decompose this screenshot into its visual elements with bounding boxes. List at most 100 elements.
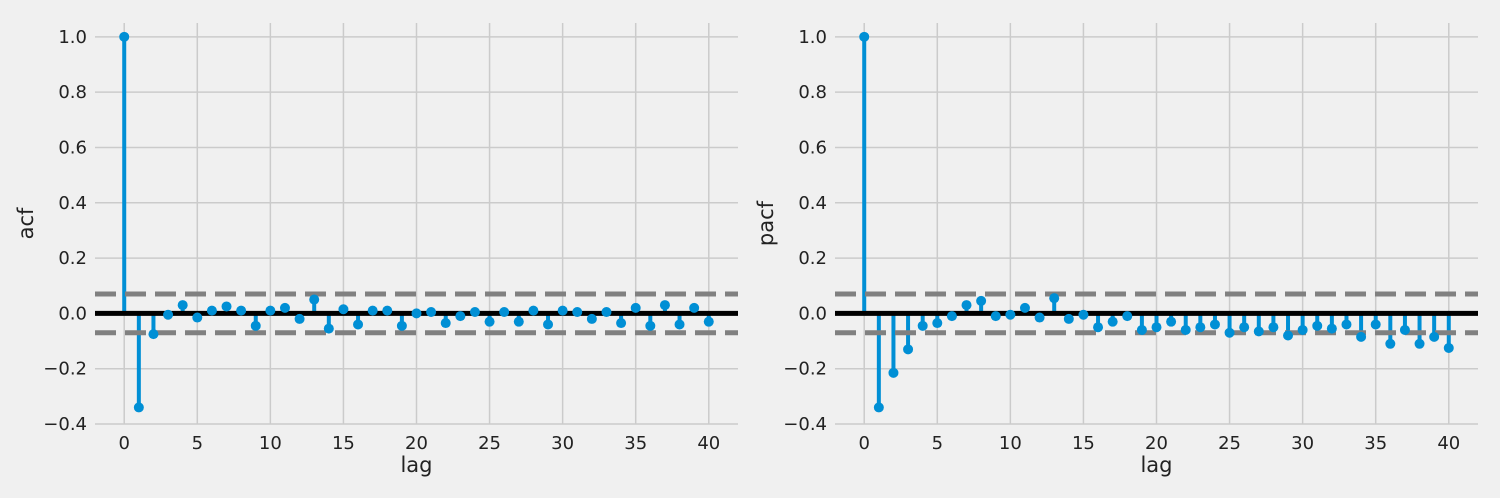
- data-point: [426, 306, 437, 317]
- data-point: [1297, 324, 1308, 335]
- data-point: [859, 31, 870, 42]
- y-tick-label: 1.0: [798, 27, 827, 48]
- data-point: [1005, 309, 1016, 320]
- x-tick-label: 40: [697, 433, 720, 454]
- y-tick-label: 0.2: [58, 248, 87, 269]
- data-point: [440, 318, 451, 329]
- data-point: [917, 320, 928, 331]
- data-point: [1180, 324, 1191, 335]
- data-point: [543, 319, 554, 330]
- data-point: [1399, 324, 1410, 335]
- data-point: [1166, 316, 1177, 327]
- acf-panel: 0 5 10 15 20 25 30 35 40 −0.4 −0.2 0.0 0.2 0.4 0.6 0.8 1…: [14, 23, 738, 477]
- x-tick-label: 35: [1364, 433, 1387, 454]
- pacf-panel: 0 5 10 15 20 25 30 35 40 −0.4 −0.2 0.0 0.2 0.4 0.6 0.8 1…: [754, 23, 1478, 477]
- x-tick-label: 25: [1218, 433, 1241, 454]
- data-point: [1151, 322, 1162, 333]
- y-axis-label: acf: [14, 207, 38, 239]
- x-tick-label: 30: [1291, 433, 1314, 454]
- data-point: [976, 295, 987, 306]
- data-point: [1253, 326, 1264, 337]
- x-tick-label: 10: [259, 433, 282, 454]
- data-point: [1136, 324, 1147, 335]
- x-tick-label: 30: [551, 433, 574, 454]
- data-point: [1414, 338, 1425, 349]
- data-point: [1341, 319, 1352, 330]
- data-point: [674, 319, 685, 330]
- data-point: [689, 302, 700, 313]
- data-point: [133, 402, 144, 413]
- data-point: [353, 319, 364, 330]
- data-point: [221, 301, 232, 312]
- data-point: [1063, 313, 1074, 324]
- data-point: [411, 308, 422, 319]
- data-point: [1093, 322, 1104, 333]
- data-point: [1283, 330, 1294, 341]
- x-tick-label: 35: [624, 433, 647, 454]
- data-point: [1122, 311, 1133, 322]
- data-point: [338, 304, 349, 315]
- data-point: [1107, 316, 1118, 327]
- y-tick-label: 0.0: [58, 303, 87, 324]
- data-point: [309, 294, 320, 305]
- data-point: [572, 306, 583, 317]
- data-point: [586, 313, 597, 324]
- data-point: [367, 305, 378, 316]
- data-point: [645, 320, 656, 331]
- data-point: [659, 300, 670, 311]
- data-point: [1209, 319, 1220, 330]
- x-tick-label: 0: [859, 433, 870, 454]
- data-point: [396, 320, 407, 331]
- data-point: [177, 300, 188, 311]
- data-point: [499, 306, 510, 317]
- x-tick-label: 15: [332, 433, 355, 454]
- y-tick-label: −0.4: [43, 414, 87, 435]
- data-point: [236, 305, 247, 316]
- y-tick-label: 0.0: [798, 303, 827, 324]
- data-point: [148, 329, 159, 340]
- data-point: [513, 316, 524, 327]
- data-point: [119, 31, 130, 42]
- x-axis-label: lag: [400, 453, 432, 477]
- y-axis-label: pacf: [754, 200, 778, 246]
- data-point: [557, 305, 568, 316]
- data-point: [616, 318, 627, 329]
- x-tick-label: 5: [192, 433, 203, 454]
- x-tick-label: 20: [1145, 433, 1168, 454]
- data-point: [192, 312, 203, 323]
- data-point: [1034, 312, 1045, 323]
- y-tick-label: 0.6: [58, 137, 87, 158]
- x-tick-label: 0: [119, 433, 130, 454]
- data-point: [903, 344, 914, 355]
- data-point: [528, 305, 539, 316]
- data-point: [1195, 322, 1206, 333]
- y-tick-label: 0.4: [58, 193, 87, 214]
- data-point: [990, 311, 1001, 322]
- y-tick-label: 0.4: [798, 193, 827, 214]
- data-point: [873, 402, 884, 413]
- data-point: [1356, 331, 1367, 342]
- data-point: [484, 316, 495, 327]
- data-point: [932, 318, 943, 329]
- data-point: [1443, 342, 1454, 353]
- data-point: [1268, 322, 1279, 333]
- data-point: [469, 306, 480, 317]
- y-tick-label: 0.2: [798, 248, 827, 269]
- x-tick-label: 40: [1437, 433, 1460, 454]
- data-point: [1049, 293, 1060, 304]
- data-point: [382, 305, 393, 316]
- y-tick-label: 0.8: [798, 82, 827, 103]
- data-point: [206, 305, 217, 316]
- data-point: [1312, 320, 1323, 331]
- y-tick-label: 1.0: [58, 27, 87, 48]
- data-point: [961, 300, 972, 311]
- data-point: [163, 309, 174, 320]
- data-point: [455, 311, 466, 322]
- x-tick-label: 15: [1072, 433, 1095, 454]
- y-tick-label: 0.8: [58, 82, 87, 103]
- x-axis-label: lag: [1140, 453, 1172, 477]
- data-point: [323, 323, 334, 334]
- data-point: [279, 302, 290, 313]
